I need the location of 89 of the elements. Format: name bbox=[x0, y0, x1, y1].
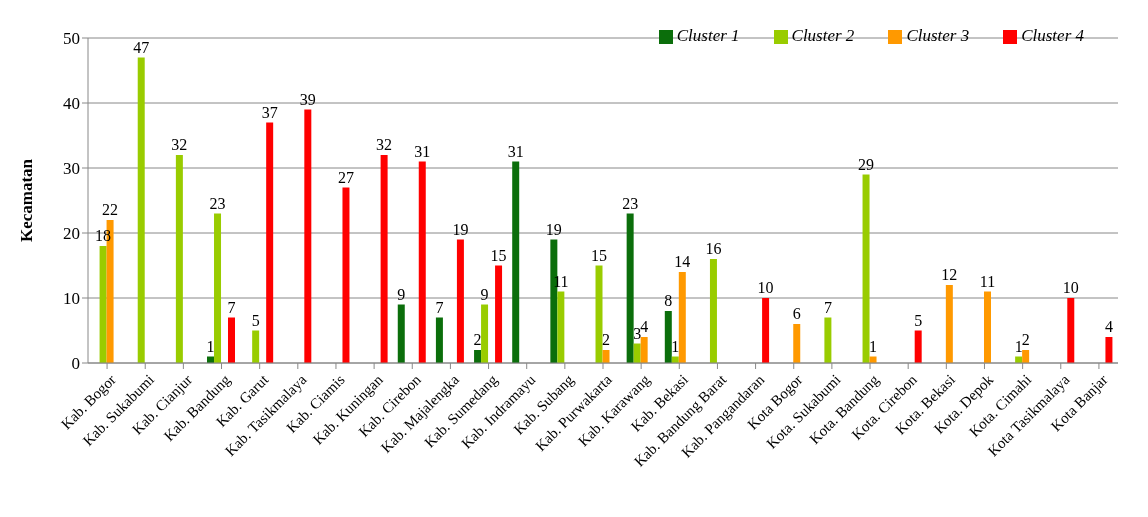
data-label: 7 bbox=[227, 298, 236, 316]
bar bbox=[678, 272, 686, 363]
bar bbox=[557, 291, 565, 363]
bar bbox=[481, 304, 489, 363]
bar bbox=[266, 122, 274, 363]
bar bbox=[793, 324, 801, 363]
bar bbox=[862, 174, 870, 363]
bar bbox=[252, 330, 260, 363]
bar bbox=[137, 57, 145, 363]
data-label: 5 bbox=[251, 311, 260, 329]
data-label: 39 bbox=[299, 90, 316, 108]
data-label: 4 bbox=[1104, 318, 1113, 335]
data-label: 10 bbox=[1062, 279, 1079, 296]
bar bbox=[304, 109, 312, 363]
data-label: 15 bbox=[490, 246, 507, 264]
bar bbox=[228, 317, 236, 363]
data-label: 2 bbox=[473, 331, 482, 348]
data-label: 9 bbox=[397, 285, 406, 303]
y-tick-label: 30 bbox=[63, 159, 80, 179]
data-label: 19 bbox=[545, 220, 562, 238]
data-label: 12 bbox=[941, 266, 958, 283]
bar bbox=[945, 285, 953, 363]
bar bbox=[626, 213, 634, 363]
bar bbox=[456, 239, 464, 363]
data-label: 1 bbox=[671, 337, 680, 355]
data-label: 29 bbox=[858, 155, 875, 173]
data-label: 32 bbox=[171, 136, 188, 153]
data-label: 10 bbox=[757, 279, 774, 296]
data-label: 8 bbox=[664, 292, 673, 309]
data-label: 47 bbox=[133, 38, 150, 56]
data-label: 2 bbox=[602, 331, 610, 348]
bar bbox=[633, 343, 641, 363]
bar bbox=[380, 155, 388, 363]
bar bbox=[709, 259, 717, 363]
bar bbox=[824, 317, 832, 363]
bar bbox=[214, 213, 222, 363]
bar bbox=[914, 330, 922, 363]
y-tick-label: 50 bbox=[63, 29, 80, 49]
data-label: 23 bbox=[209, 194, 226, 212]
data-label: 1 bbox=[1014, 337, 1023, 355]
bar bbox=[175, 155, 183, 363]
bar bbox=[1105, 337, 1113, 363]
data-label: 32 bbox=[376, 136, 393, 153]
y-tick-label: 40 bbox=[63, 94, 80, 114]
bar bbox=[495, 265, 503, 363]
legend-label: Cluster 3 bbox=[906, 26, 970, 45]
data-label: 3 bbox=[633, 324, 642, 342]
bar bbox=[664, 311, 672, 363]
y-tick-label: 0 bbox=[71, 354, 80, 374]
data-label: 2 bbox=[1021, 331, 1030, 348]
data-label: 4 bbox=[640, 318, 649, 335]
data-label: 5 bbox=[914, 311, 923, 329]
bar bbox=[595, 265, 603, 363]
data-label: 37 bbox=[261, 103, 278, 121]
legend-label: Cluster 1 bbox=[676, 26, 740, 45]
data-label: 7 bbox=[435, 298, 444, 316]
data-label: 22 bbox=[102, 201, 119, 218]
bar bbox=[983, 291, 991, 363]
data-label: 31 bbox=[414, 142, 431, 160]
data-label: 19 bbox=[452, 220, 469, 238]
data-label: 6 bbox=[792, 305, 801, 322]
bar bbox=[640, 337, 648, 363]
data-label: 1 bbox=[206, 337, 215, 355]
bar bbox=[99, 246, 107, 363]
bar bbox=[342, 187, 350, 363]
y-axis-title: Kecamatan bbox=[17, 158, 37, 243]
data-label: 23 bbox=[622, 194, 639, 212]
data-label: 27 bbox=[337, 168, 354, 186]
bar bbox=[1022, 350, 1030, 363]
data-label: 11 bbox=[979, 272, 996, 290]
bar bbox=[1067, 298, 1075, 363]
legend-label: Cluster 2 bbox=[791, 26, 855, 45]
bar bbox=[418, 161, 426, 363]
data-label: 7 bbox=[823, 298, 832, 316]
bar bbox=[602, 350, 610, 363]
bar bbox=[435, 317, 443, 363]
legend-label: Cluster 4 bbox=[1021, 26, 1084, 45]
bar bbox=[762, 298, 770, 363]
y-tick-label: 20 bbox=[63, 224, 80, 244]
data-label: 1 bbox=[869, 337, 878, 355]
data-label: 9 bbox=[480, 285, 489, 303]
bar bbox=[512, 161, 520, 363]
data-label: 31 bbox=[507, 142, 524, 160]
y-tick-label: 10 bbox=[63, 289, 80, 309]
data-label: 14 bbox=[674, 253, 691, 270]
data-label: 16 bbox=[705, 240, 722, 257]
data-label: 15 bbox=[591, 246, 607, 264]
bar bbox=[474, 350, 482, 363]
bar bbox=[397, 304, 405, 363]
